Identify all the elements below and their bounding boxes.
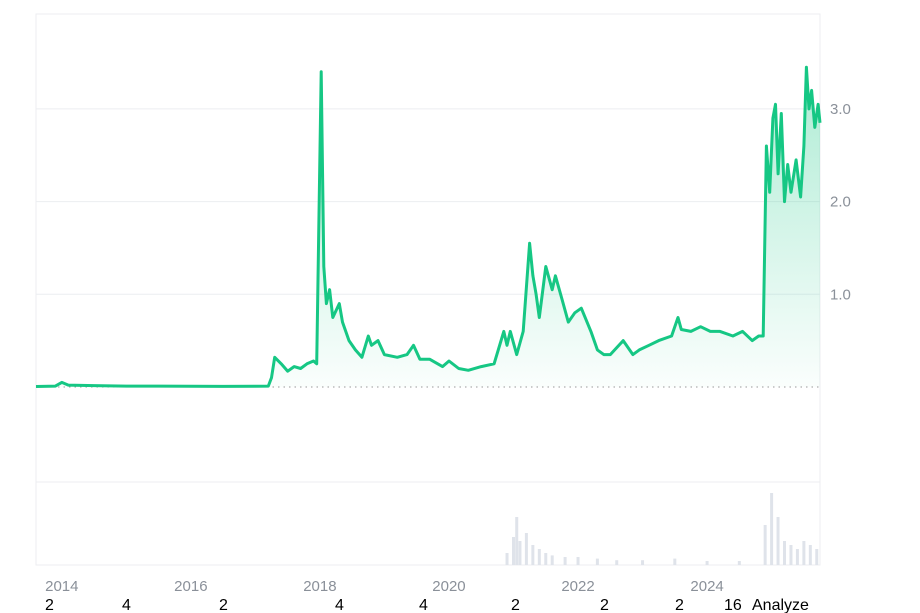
volume-bar: [802, 541, 806, 565]
volume-bar: [737, 561, 741, 565]
overlay-digit: 2: [600, 597, 609, 613]
volume-bar: [783, 541, 787, 565]
price-line: [35, 65, 822, 388]
volume-bar: [815, 549, 819, 565]
y-tick-label: 3.0: [830, 101, 851, 118]
y-tick-label: 1.0: [830, 286, 851, 303]
volume-bar: [595, 558, 599, 565]
volume-bar: [770, 493, 774, 565]
x-tick-label: 2020: [432, 578, 465, 595]
x-tick-label: 2014: [45, 578, 78, 595]
volume-bar: [531, 545, 535, 565]
volume-bar: [808, 545, 812, 565]
overlay-digit: 2: [45, 597, 54, 613]
volume-bar: [705, 561, 709, 565]
volume-bar: [518, 541, 522, 565]
volume-bar: [544, 553, 548, 565]
volume-bar: [615, 560, 619, 565]
overlay-digit: 4: [122, 597, 131, 613]
volume-bar: [524, 533, 528, 565]
x-tick-label: 2016: [174, 578, 207, 595]
overlay-digit: 2: [219, 597, 228, 613]
analyze-button[interactable]: Analyze: [752, 597, 809, 613]
volume-bar: [776, 517, 780, 565]
y-tick-label: 2.0: [830, 194, 851, 211]
x-tick-label: 2024: [690, 578, 723, 595]
overlay-digit: 2: [511, 597, 520, 613]
volume-bar: [563, 557, 567, 565]
x-tick-label: 2022: [561, 578, 594, 595]
volume-bar: [537, 549, 541, 565]
overlay-digit: 4: [419, 597, 428, 613]
volume-bar: [515, 517, 519, 565]
overlay-digit: 4: [335, 597, 344, 613]
volume-bar: [673, 558, 677, 565]
x-tick-label: 2018: [303, 578, 336, 595]
overlay-number: 16: [724, 597, 742, 613]
volume-bar: [763, 525, 767, 565]
volume-bar: [641, 560, 645, 565]
volume-bar: [511, 537, 515, 565]
price-area: [36, 67, 820, 387]
overlay-digit: 2: [675, 597, 684, 613]
volume-bar: [576, 557, 580, 565]
volume-bar: [550, 555, 554, 565]
volume-bar: [795, 549, 799, 565]
volume-bar: [789, 545, 793, 565]
volume-bar: [505, 553, 509, 565]
